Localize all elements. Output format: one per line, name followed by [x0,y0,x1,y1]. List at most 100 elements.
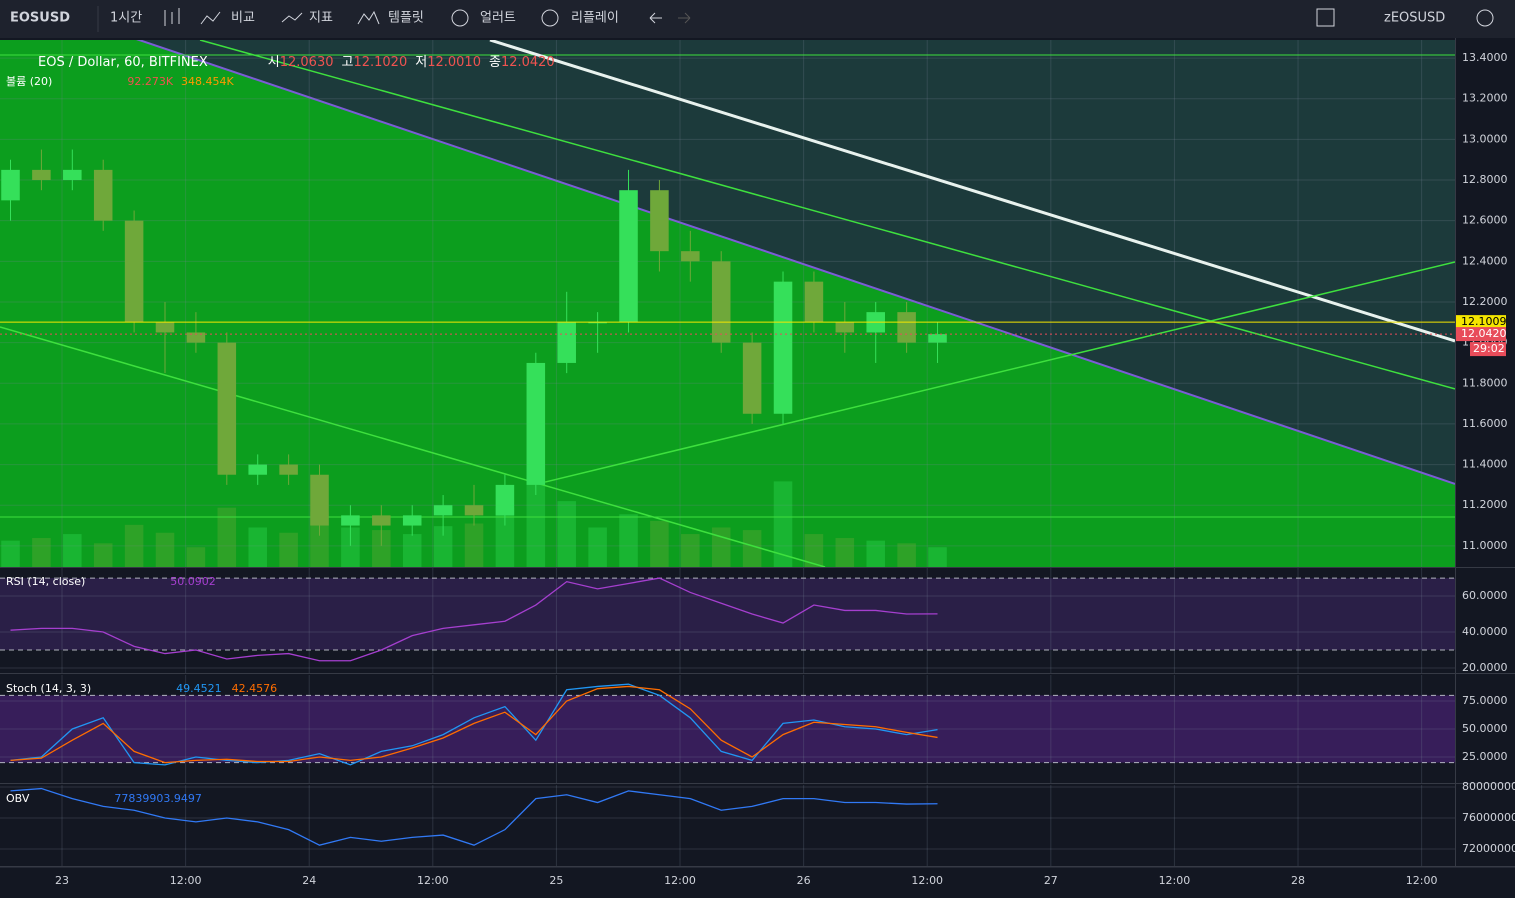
candle-icon[interactable] [164,8,180,26]
candle-body [495,484,515,516]
ohlc-value: 12.0630 [280,55,334,70]
undo[interactable] [649,12,662,24]
candle-body [402,515,422,526]
y-tick-label: 40.0000 [1462,625,1508,638]
y-tick-label: 11.6000 [1462,417,1508,430]
candle-body [93,169,113,221]
compare[interactable]: 비교 [231,11,255,26]
pane-title: RSI (14, close) [6,575,85,588]
volume-bar [650,520,669,567]
countdown-bg [1470,342,1506,357]
volume-bar [279,532,298,567]
indicator-value: 77839903.9497 [114,792,201,805]
replay-icon[interactable] [541,9,559,27]
volume-bar [63,534,82,567]
volume-bar [526,474,546,567]
volume-bar [681,534,700,567]
volume-bar [93,543,113,567]
y-tick-label: 11.4000 [1462,458,1508,471]
compare-icon[interactable] [200,11,221,25]
indicator-line [10,787,938,846]
symbol[interactable]: EOSUSD [10,11,70,26]
pane [0,785,1455,866]
level-band [0,695,1455,763]
candle-body [619,190,638,323]
layout[interactable]: zEOSUSD [1384,11,1445,26]
volume-bar [742,530,762,567]
volume-bar [186,547,206,567]
x-tick-label: 12:00 [1159,874,1191,887]
ohlc-value: 12.0420 [501,55,555,70]
channel-border [136,40,1455,485]
volume-bar [835,538,855,567]
y-tick-label: 12.2000 [1462,295,1508,308]
candle-body [248,464,267,475]
pane-legend: Stoch (14, 3, 3) 49.4521 42.4576 [6,682,277,695]
volume-title: 볼륨 (20) [6,75,52,88]
settings[interactable] [1476,9,1494,27]
interval[interactable]: 1시간 [110,11,142,26]
y-tick-label: 25.0000 [1462,750,1508,763]
candle-body [650,190,669,252]
volume-bar [897,543,916,567]
indicators[interactable]: 지표 [309,11,333,26]
candle-body [742,342,762,414]
volume-bar [217,507,237,567]
y-tick-label: 75.0000 [1462,694,1508,707]
replay[interactable]: 리플레이 [571,11,619,26]
trend-line [489,40,1455,343]
candle-body [433,505,453,516]
ohlc-name: 시 [268,55,280,70]
templates[interactable]: 템플릿 [388,11,424,26]
x-tick-label: 23 [55,874,69,887]
y-tick-label: 60.0000 [1462,589,1508,602]
candle-body [63,169,82,181]
volume-bar [464,523,484,567]
countdown: 29:02 [1473,342,1505,355]
volume-bar [1,540,20,567]
y-tick-label: 11.0000 [1462,539,1508,552]
toolbar [0,0,1515,38]
candle-body [186,332,206,343]
y-tick-label: 13.2000 [1462,92,1508,105]
candle-body [310,474,329,526]
trend-line [544,261,1455,483]
alert-icon[interactable] [451,9,469,27]
ohlc-value: 12.0010 [427,55,481,70]
x-tick-label: 12:00 [664,874,696,887]
alerts[interactable]: 얼러트 [480,11,516,26]
ohlc-name: 저 [415,55,427,70]
candle-body [124,220,144,323]
volume-bar [866,540,885,567]
ohlc-name: 종 [489,55,501,70]
volume-bar [32,538,51,567]
pane-bg [0,785,1455,866]
indicator-value: 42.4576 [232,682,278,695]
volume-bar [372,530,391,567]
volume-bar [773,481,793,567]
candle-body [773,281,793,414]
pane-legend: RSI (14, close) 50.0902 [6,575,216,588]
x-tick-label: 28 [1291,874,1305,887]
candle-body [711,261,731,343]
candle-body [928,334,947,343]
volume-bar [124,524,144,567]
y-tick-label: 11.2000 [1462,498,1508,511]
volume-bar [557,501,576,567]
y-tick-label: 80000000. [1462,780,1515,793]
volume-bar [341,527,360,567]
price-tag [1456,327,1506,342]
template-icon[interactable] [357,10,380,25]
chart-title: EOS / Dollar, 60, BITFINEX [38,55,208,70]
indicator-icon[interactable] [281,12,303,23]
volume-bar [804,534,824,567]
x-tick-label: 12:00 [1406,874,1438,887]
volume-bar [588,527,607,567]
volume-bar [248,527,267,567]
fullscreen[interactable] [1316,8,1335,27]
candle-body [464,505,484,516]
indicator-line [10,683,938,766]
redo[interactable] [678,12,691,24]
